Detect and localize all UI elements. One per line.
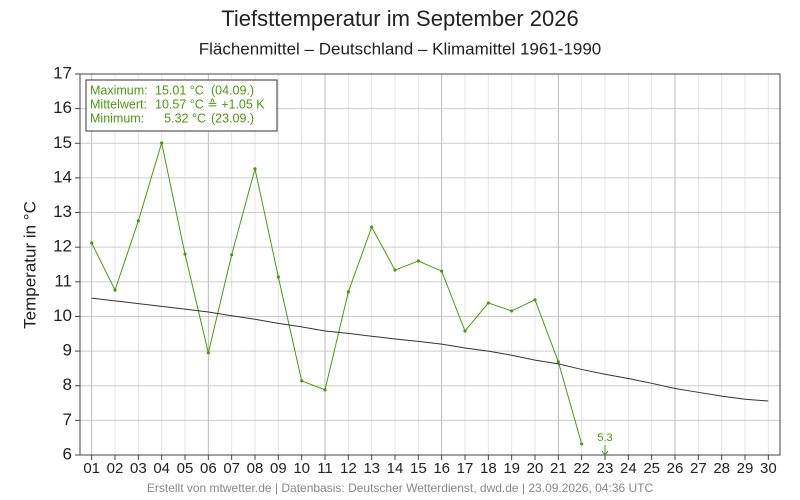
plot-frame (79, 73, 781, 456)
x-tick-label: 17 (457, 460, 474, 477)
x-tick-label: 30 (760, 460, 777, 477)
x-tick-label: 18 (480, 460, 497, 477)
x-tick-label: 01 (83, 460, 100, 477)
info-text: Minimum: (90, 111, 144, 125)
point (556, 360, 560, 364)
x-tick-label: 19 (503, 460, 520, 477)
series-line (91, 142, 583, 445)
x-tick-label: 05 (177, 460, 194, 477)
x-tick-label: 02 (107, 460, 124, 477)
point (440, 269, 444, 273)
x-tick-label: 22 (573, 460, 590, 477)
point (300, 379, 304, 383)
y-tick-label: 13 (53, 202, 72, 221)
info-text: Maximum: (90, 83, 148, 97)
x-tick-label: 29 (737, 460, 754, 477)
chart-title: Tiefsttemperatur im September 2026 (221, 6, 578, 31)
y-tick-label: 14 (53, 167, 72, 186)
point (113, 288, 117, 292)
x-tick-label: 08 (247, 460, 264, 477)
y-tick-label: 11 (54, 271, 72, 290)
point (206, 351, 210, 355)
y-tick-label: 10 (53, 306, 72, 325)
point (160, 141, 164, 145)
x-tick-label: 09 (270, 460, 287, 477)
x-tick-label: 07 (223, 460, 240, 477)
point (393, 268, 397, 272)
point (90, 241, 94, 245)
info-text: 15.01 °C (155, 83, 204, 97)
x-tick-label: 03 (130, 460, 147, 477)
y-tick-label: 9 (63, 341, 72, 360)
x-tick-label: 28 (713, 460, 730, 477)
x-tick-label: 11 (317, 460, 333, 477)
point (580, 442, 584, 446)
point (136, 219, 140, 223)
y-tick-label: 8 (63, 375, 72, 394)
point (323, 388, 327, 392)
y-tick-label: 15 (53, 133, 72, 152)
point (486, 301, 490, 305)
point (463, 329, 467, 333)
point (183, 252, 187, 256)
point (416, 259, 420, 263)
x-tick-label: 23 (597, 460, 614, 477)
info-box (85, 79, 278, 132)
y-tick-label: 16 (53, 98, 72, 117)
x-tick-label: 21 (550, 460, 567, 477)
x-tick-label: 27 (690, 460, 707, 477)
y-tick-label: 7 (63, 410, 72, 429)
x-tick-label: 15 (410, 460, 427, 477)
off-scale-label: 5.3 (597, 432, 612, 444)
footer: Erstellt von mtwetter.de | Datenbasis: D… (147, 481, 654, 495)
info-text: (23.09.) (211, 111, 254, 125)
off-scale-arrow (601, 445, 609, 456)
x-tick-label: 24 (620, 460, 637, 477)
chart-subtitle: Flächenmittel – Deutschland – Klimamitte… (199, 39, 602, 58)
x-tick-label: 13 (363, 460, 380, 477)
point (253, 167, 257, 171)
info-text: 10.57 °C ≙ +1.05 K (155, 97, 265, 111)
y-tick-label: 6 (63, 444, 72, 463)
info-text: (04.09.) (211, 83, 254, 97)
y-tick-label: 12 (53, 237, 72, 256)
x-tick-label: 16 (433, 460, 450, 477)
series-line (91, 297, 769, 402)
info-text: 5.32 °C (164, 111, 206, 125)
y-tick-label: 17 (53, 63, 72, 82)
point (510, 309, 514, 313)
point (276, 275, 280, 279)
point (230, 253, 234, 257)
x-tick-label: 12 (340, 460, 357, 477)
x-tick-label: 25 (643, 460, 660, 477)
x-tick-label: 14 (387, 460, 404, 477)
x-tick-label: 04 (153, 460, 170, 477)
point (370, 225, 374, 229)
point (346, 290, 350, 294)
x-tick-label: 10 (293, 460, 310, 477)
y-axis-label: Temperatur in °C (20, 201, 39, 329)
info-text: Mittelwert: (90, 97, 147, 111)
x-tick-label: 06 (200, 460, 217, 477)
x-tick-label: 20 (527, 460, 544, 477)
point (533, 298, 537, 302)
x-tick-label: 26 (667, 460, 684, 477)
